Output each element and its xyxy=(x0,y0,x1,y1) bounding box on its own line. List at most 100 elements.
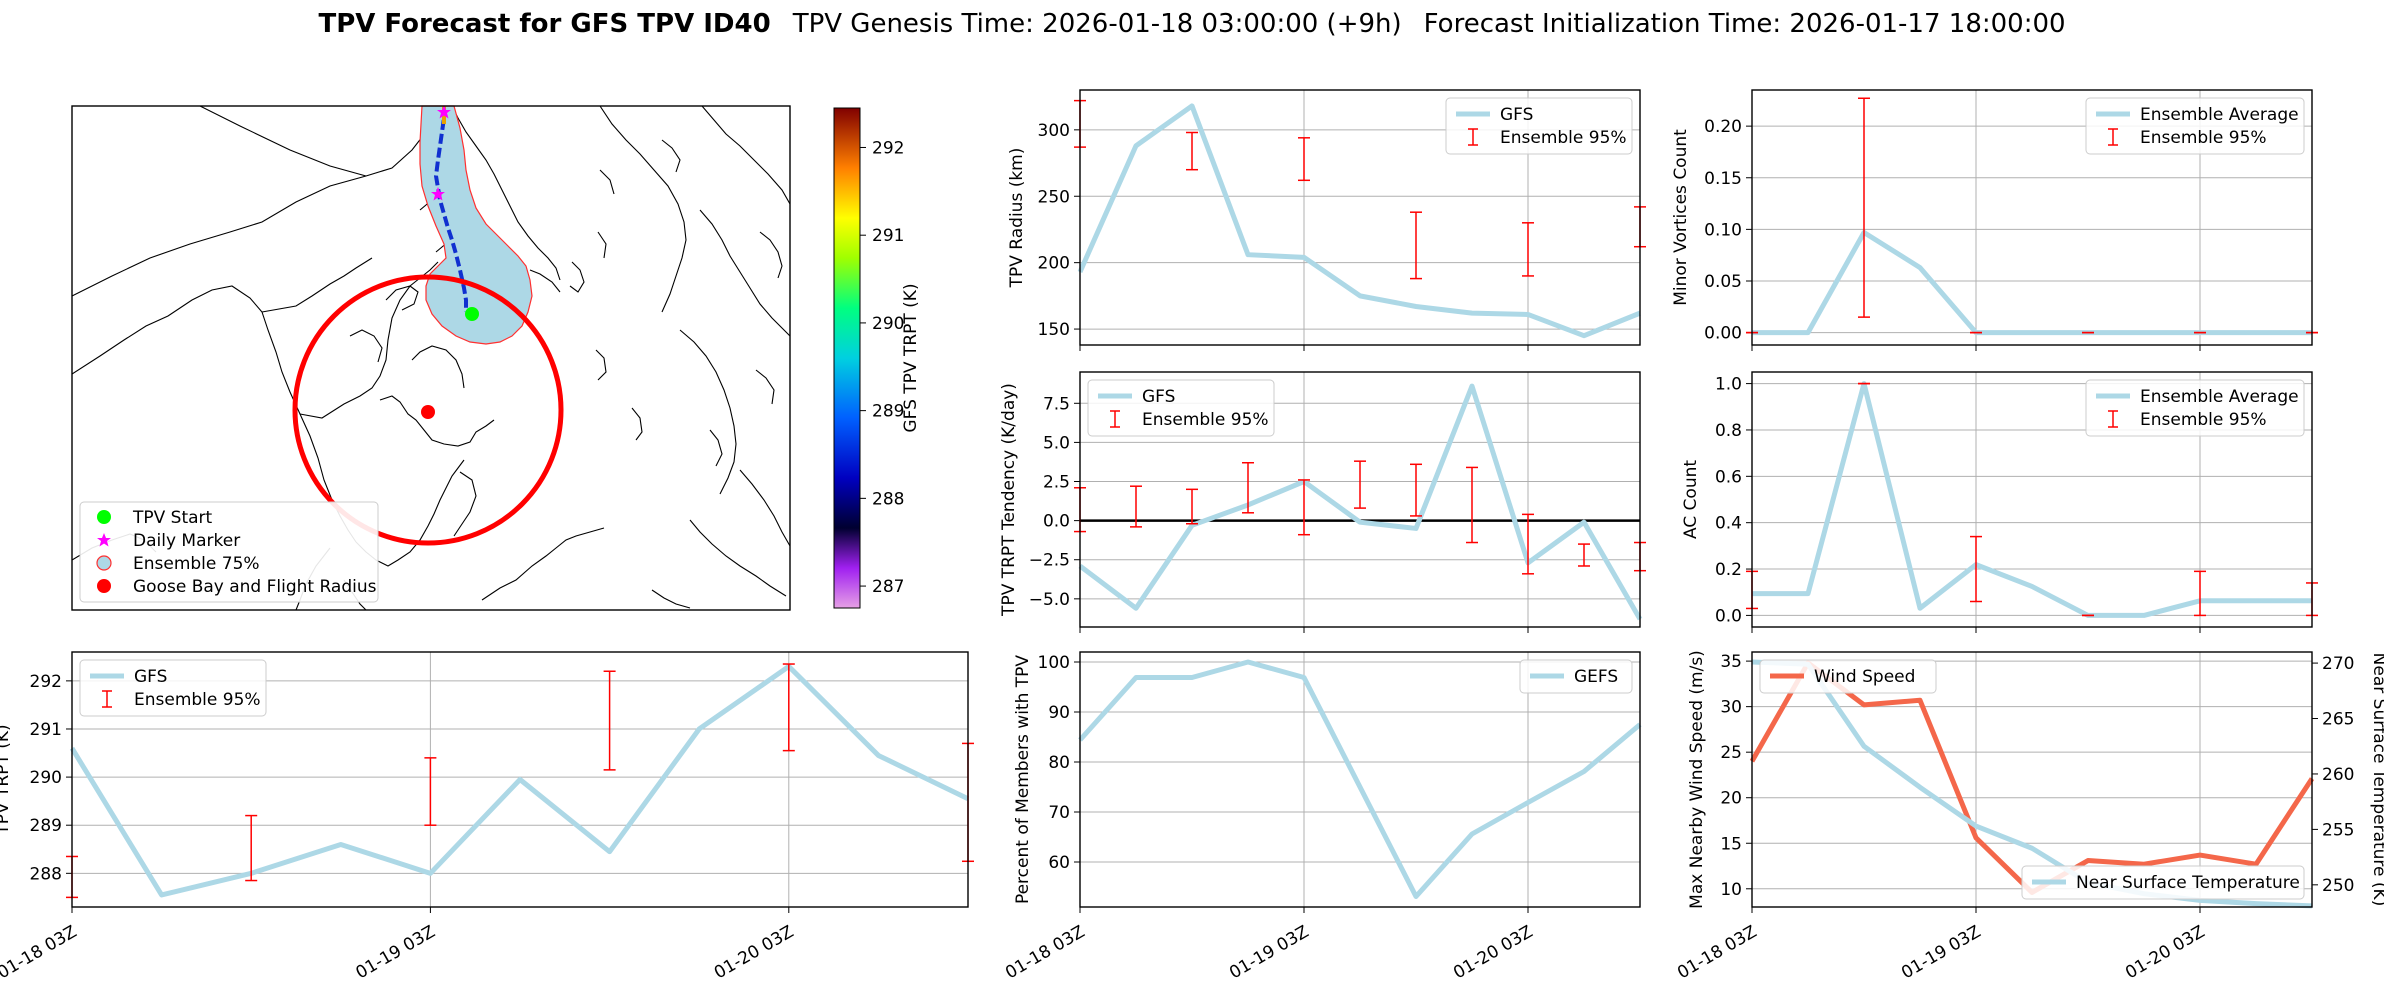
colorbar-ticks: 292 291 290 289 288 287 xyxy=(860,138,904,597)
y-tick-label: 288 xyxy=(30,864,62,884)
map-panel: TPV Start Daily Marker Ensemble 75% Goos… xyxy=(71,105,921,611)
axes-frame xyxy=(1751,651,2313,908)
legend-label: Ensemble 95% xyxy=(2140,128,2267,148)
x-tick-label: 01-19 03Z xyxy=(1898,922,1984,982)
colorbar-tick-label: 289 xyxy=(872,402,904,422)
y-tick-label: 35 xyxy=(1720,652,1742,672)
y-tick-label: 80 xyxy=(1048,753,1070,773)
legend-box xyxy=(1519,659,1633,694)
legend-ensemble-75: Ensemble 75% xyxy=(133,554,260,574)
legend-label: GEFS xyxy=(1574,667,1618,687)
legend-label: GFS xyxy=(1142,387,1175,407)
series-line-0 xyxy=(1078,383,1643,621)
y-tick-label: 0.2 xyxy=(1715,560,1742,580)
y-tick-label: 200 xyxy=(1038,254,1070,274)
series-line-0 xyxy=(1752,381,2312,618)
colorbar: 292 291 290 289 288 287 GFS TPV TRPT (K) xyxy=(833,107,921,609)
axes-frame xyxy=(1751,371,2313,628)
y-tick-label: 0.00 xyxy=(1704,324,1742,344)
plot-area xyxy=(1752,652,2312,907)
panel-tpv-trpt: 288 289 290 291 292 01-18 03Z 01-19 03Z 01-20 0… xyxy=(0,651,974,982)
legend-daily-marker-icon xyxy=(97,533,111,547)
ensemble-75-swath xyxy=(419,105,533,345)
y-tick-label: −2.5 xyxy=(1029,551,1070,571)
series-line-0 xyxy=(1078,659,1642,899)
y-tick-label: 60 xyxy=(1048,853,1070,873)
y-tick-label: 7.5 xyxy=(1043,394,1070,414)
title-init: Forecast Initialization Time: 2026-01-17… xyxy=(1424,9,2066,39)
legend-label: Ensemble Average xyxy=(2140,387,2299,407)
y-tick-label: 0.8 xyxy=(1715,421,1742,441)
y-tick-label: 289 xyxy=(30,816,62,836)
legend-label: GFS xyxy=(134,667,167,687)
legend-tpv-start: TPV Start xyxy=(132,508,213,528)
colorbar-tick-label: 290 xyxy=(872,314,904,334)
legend-label: Near Surface Temperature xyxy=(2076,873,2300,893)
colorbar-tick-label: 288 xyxy=(872,489,904,509)
y-tick-label: 291 xyxy=(30,720,62,740)
daily-marker-2 xyxy=(431,187,445,201)
legend-label: Wind Speed xyxy=(1814,667,1915,687)
legend-label: GFS xyxy=(1500,105,1533,125)
y-tick-label: 0.20 xyxy=(1704,117,1742,137)
x-tick-label: 01-18 03Z xyxy=(1002,922,1088,982)
legend-box xyxy=(2085,97,2305,155)
series-line-1 xyxy=(1751,659,2313,909)
legend-box xyxy=(2085,379,2305,437)
x-tick-label: 01-18 03Z xyxy=(0,922,80,982)
legend-goose-bay-icon xyxy=(97,579,111,593)
legend-box xyxy=(1759,659,1937,694)
title-genesis: TPV Genesis Time: 2026-01-18 03:00:00 (+… xyxy=(792,9,1402,39)
x-tick-label: 01-20 03Z xyxy=(2122,922,2208,982)
series-line-0 xyxy=(1752,229,2312,336)
axes-frame xyxy=(1079,89,1641,346)
legend-daily-marker: Daily Marker xyxy=(133,531,240,551)
legend-label: Ensemble 95% xyxy=(1142,410,1269,430)
y-tick-label: 70 xyxy=(1048,803,1070,823)
y-tick-label: 0.0 xyxy=(1043,512,1070,532)
y-axis-label: TPV TRPT (K) xyxy=(0,724,13,835)
goose-bay-marker xyxy=(421,405,435,419)
legend-label: Ensemble 95% xyxy=(134,690,261,710)
legend-box xyxy=(79,659,267,717)
x-tick-label: 01-19 03Z xyxy=(1226,922,1312,982)
y-tick-label: 90 xyxy=(1048,703,1070,723)
y-tick-label: 100 xyxy=(1038,653,1070,673)
x-tick-label: 01-19 03Z xyxy=(352,922,438,982)
axes-frame xyxy=(1079,651,1641,908)
colorbar-tick-label: 291 xyxy=(872,226,904,246)
flight-radius-circle xyxy=(292,274,564,546)
title-main: TPV Forecast for GFS TPV ID40 xyxy=(318,9,770,39)
y-tick-label: 0.6 xyxy=(1715,467,1742,487)
y-tick-label: 0.15 xyxy=(1704,169,1742,189)
legend-ensemble-75-icon xyxy=(96,555,112,571)
y-axis-label: Max Nearby Wind Speed (m/s) xyxy=(1687,650,1707,909)
y-tick-label: 15 xyxy=(1720,834,1742,854)
axes-frame xyxy=(1751,89,2313,346)
panel-tpv-radius: 150 200 250 300 TPV Radius (km) GFS Ensemble 9… xyxy=(1007,89,1646,351)
legend-label: Ensemble 95% xyxy=(1500,128,1627,148)
y-tick-label: 290 xyxy=(30,768,62,788)
y-axis-label: AC Count xyxy=(1681,460,1701,539)
x-tick-label: 01-20 03Z xyxy=(1450,922,1536,982)
colorbar-tick-label: 287 xyxy=(872,577,904,597)
figure-title: TPV Forecast for GFS TPV ID40 TPV Genesis… xyxy=(318,9,2065,39)
right-axis-label: Near Surface Temperature (K) xyxy=(2369,653,2384,907)
panel-trpt-tendency: −5.0 −2.5 0.0 2.5 5.0 7.5 TPV TRPT Tendency (K… xyxy=(999,371,1646,633)
y-tick-label: 10 xyxy=(1720,880,1742,900)
y-axis-label: TPV TRPT Tendency (K/day) xyxy=(999,383,1019,617)
y-tick-label: 0.4 xyxy=(1715,514,1742,534)
legend-tpv-start-icon xyxy=(97,510,111,524)
y-tick-label: 1.0 xyxy=(1715,375,1742,395)
right-tick-label: 260 xyxy=(2322,765,2354,785)
y-tick-label: 250 xyxy=(1038,187,1070,207)
y-tick-label: −5.0 xyxy=(1029,590,1070,610)
x-tick-label: 01-18 03Z xyxy=(1674,922,1760,982)
right-tick-label: 270 xyxy=(2322,654,2354,674)
y-tick-label: 0.10 xyxy=(1704,220,1742,240)
y-tick-label: 292 xyxy=(30,672,62,692)
legend-box xyxy=(1087,379,1275,437)
axes-frame xyxy=(1079,371,1641,628)
y-tick-label: 2.5 xyxy=(1043,473,1070,493)
